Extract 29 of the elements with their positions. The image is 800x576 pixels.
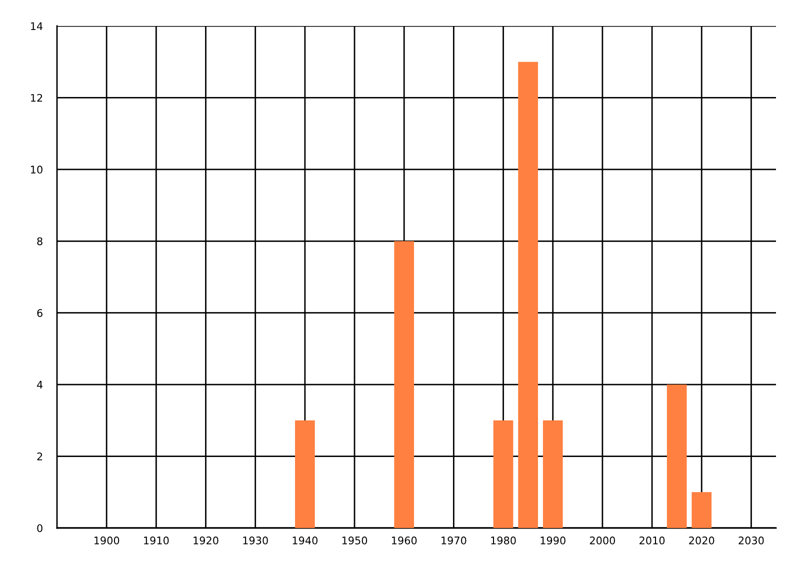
bar [518, 62, 538, 528]
y-tick-label: 14 [31, 22, 43, 30]
x-tick-label: 2030 [738, 536, 764, 544]
x-tick-label: 1930 [243, 536, 268, 544]
x-tick-label: 2000 [590, 536, 616, 544]
y-tick-label: 6 [37, 309, 42, 317]
y-tick-label: 8 [37, 237, 42, 246]
bar [666, 384, 687, 528]
y-tick-label: 12 [31, 94, 42, 102]
x-tick-label: 2010 [640, 536, 665, 544]
x-tick-label: 2020 [689, 536, 714, 544]
x-tick-label: 1960 [392, 536, 417, 544]
bar [493, 420, 514, 528]
bar [692, 492, 712, 528]
x-tick-label: 1980 [491, 536, 516, 544]
bar [295, 420, 315, 528]
y-tick-label: 4 [36, 380, 43, 389]
bar [394, 241, 414, 528]
x-tick-label: 1950 [342, 536, 368, 544]
y-tick-label: 2 [37, 452, 42, 460]
x-tick-label: 1940 [292, 536, 318, 544]
x-tick-label: 1900 [94, 536, 120, 544]
bar [542, 420, 563, 528]
x-tick-label: 1920 [194, 536, 218, 544]
x-tick-label: 1990 [540, 536, 566, 544]
y-tick-label: 0 [37, 524, 42, 532]
y-tick-label: 10 [31, 166, 42, 174]
x-tick-label: 1910 [144, 536, 169, 544]
x-tick-label: 1970 [442, 536, 466, 544]
